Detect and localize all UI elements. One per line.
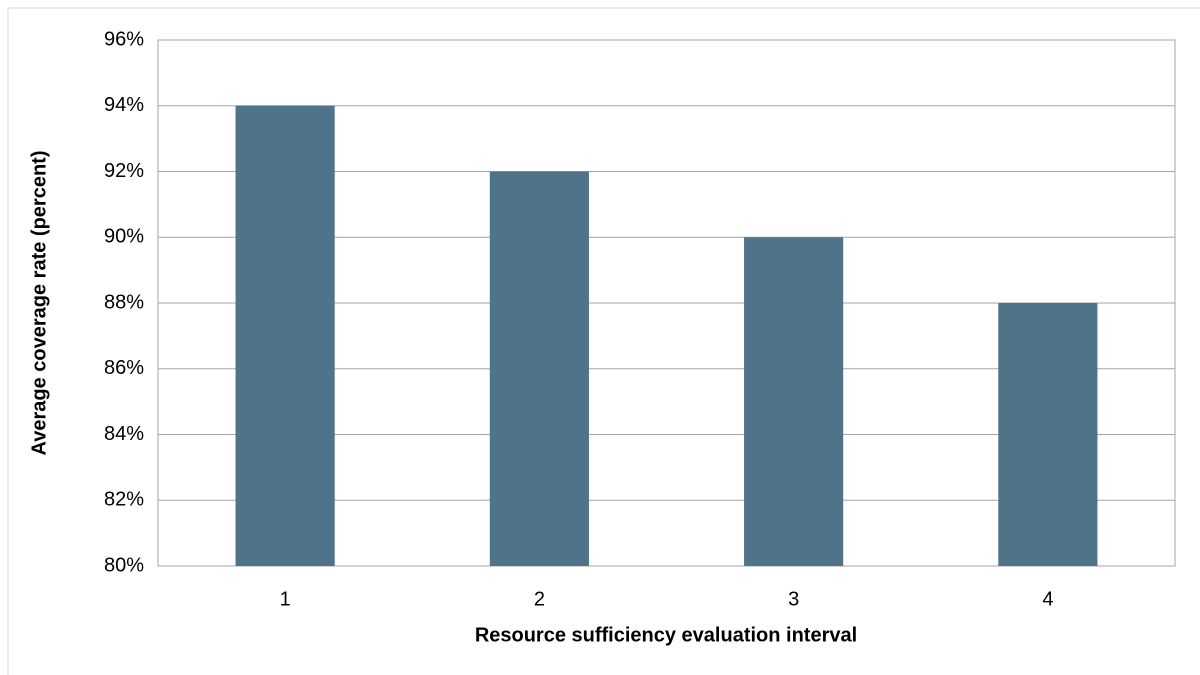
bar <box>744 237 844 566</box>
x-tick-label: 2 <box>534 588 545 610</box>
y-axis-title: Average coverage rate (percent) <box>28 151 50 456</box>
bar <box>235 105 335 566</box>
y-tick-label: 82% <box>104 489 144 511</box>
y-tick-label: 90% <box>104 226 144 248</box>
y-tick-label: 84% <box>104 423 144 445</box>
y-tick-label: 86% <box>104 357 144 379</box>
x-tick-label: 3 <box>788 588 799 610</box>
y-tick-label: 96% <box>104 28 144 50</box>
y-tick-label: 88% <box>104 291 144 313</box>
bar <box>489 171 589 566</box>
x-tick-label: 4 <box>1042 588 1053 610</box>
y-tick-label: 94% <box>104 94 144 116</box>
x-tick-label: 1 <box>280 588 291 610</box>
chart-border <box>7 7 1200 675</box>
y-tick-label: 80% <box>104 554 144 576</box>
y-tick-label: 92% <box>104 160 144 182</box>
x-axis-title: Resource sufficiency evaluation interval <box>475 624 857 646</box>
bar <box>998 303 1098 566</box>
